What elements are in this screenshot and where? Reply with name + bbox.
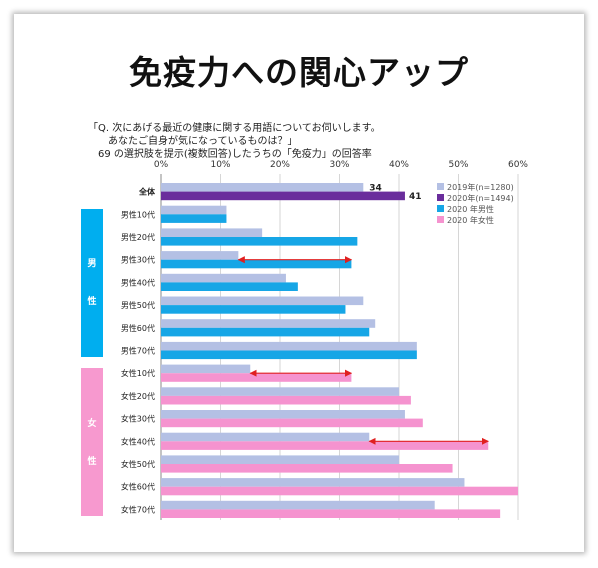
bar-2020: [161, 350, 417, 360]
category-label: 男性20代: [121, 232, 155, 242]
bar-2019: [161, 500, 435, 510]
category-label: 女性50代: [121, 459, 155, 469]
female-group-label: 性: [87, 455, 96, 467]
x-tick-label: 0%: [154, 160, 169, 170]
bar-2019: [161, 319, 376, 328]
bar-2019: [161, 228, 263, 237]
legend-swatch: [437, 183, 444, 190]
bar-2019: [161, 364, 251, 374]
female-group-label: 女: [87, 417, 96, 429]
bar-2019: [161, 296, 364, 306]
male-group-label: 性: [87, 295, 96, 307]
bar-2020: [161, 395, 411, 405]
category-label: 男性10代: [121, 209, 155, 219]
x-tick-label: 50%: [448, 160, 468, 170]
x-tick-label: 10%: [210, 160, 230, 170]
data-label-2020: 41: [409, 192, 422, 202]
bar-2020: [161, 191, 405, 201]
bar-2020: [161, 282, 298, 291]
bar-2020: [161, 214, 227, 223]
bar-2019: [161, 251, 239, 260]
page-title: 免疫力への関心アップ: [129, 53, 469, 92]
bar-2019: [161, 273, 286, 283]
category-label: 男性30代: [121, 255, 155, 265]
bar-2019: [161, 183, 364, 192]
legend-swatch: [437, 205, 444, 212]
legend-swatch: [437, 216, 444, 223]
category-label: 女性10代: [121, 368, 155, 378]
bar-2019: [161, 478, 465, 487]
female-group-block: [81, 368, 103, 516]
bar-2020: [161, 327, 370, 337]
bar-2020: [161, 441, 489, 450]
category-label: 女性60代: [121, 482, 155, 492]
category-label: 男性60代: [121, 323, 155, 333]
bar-2020: [161, 486, 518, 496]
bar-2020: [161, 305, 346, 314]
bar-2019: [161, 455, 399, 464]
male-group-block: [81, 209, 103, 357]
question-text: 「Q. 次にあげる最近の健康に関する用語についてお伺いします。 あなたご自身が気…: [88, 123, 381, 160]
category-label: 女性30代: [121, 414, 155, 424]
bar-2020: [161, 418, 423, 428]
bar-2020: [161, 259, 352, 269]
x-tick-label: 30%: [329, 160, 349, 170]
bar-2019: [161, 410, 405, 419]
bar-2019: [161, 341, 417, 351]
x-tick-label: 40%: [389, 160, 409, 170]
legend-label: 2020年(n=1494): [447, 193, 514, 203]
category-label: 男性70代: [121, 346, 155, 356]
legend-label: 2019年(n=1280): [447, 182, 514, 192]
x-tick-label: 20%: [270, 160, 290, 170]
category-label: 女性40代: [121, 436, 155, 446]
bar-2019: [161, 387, 399, 396]
male-group-label: 男: [87, 258, 96, 269]
data-label-2019: 34: [369, 184, 382, 194]
bar-2020: [161, 237, 358, 246]
bar-2020: [161, 509, 501, 518]
category-label: 男性50代: [121, 300, 155, 310]
legend-label: 2020 年女性: [447, 215, 494, 225]
x-tick-label: 60%: [508, 160, 528, 170]
category-label: 女性70代: [121, 504, 155, 514]
bar-2020: [161, 373, 352, 382]
bar-2020: [161, 464, 453, 473]
bar-2019: [161, 432, 370, 442]
bar-2019: [161, 205, 227, 215]
category-label: 女性20代: [121, 391, 155, 401]
category-label: 全体: [138, 187, 156, 197]
legend-label: 2020 年男性: [447, 204, 494, 214]
category-label: 男性40代: [121, 277, 155, 287]
legend-swatch: [437, 194, 444, 201]
